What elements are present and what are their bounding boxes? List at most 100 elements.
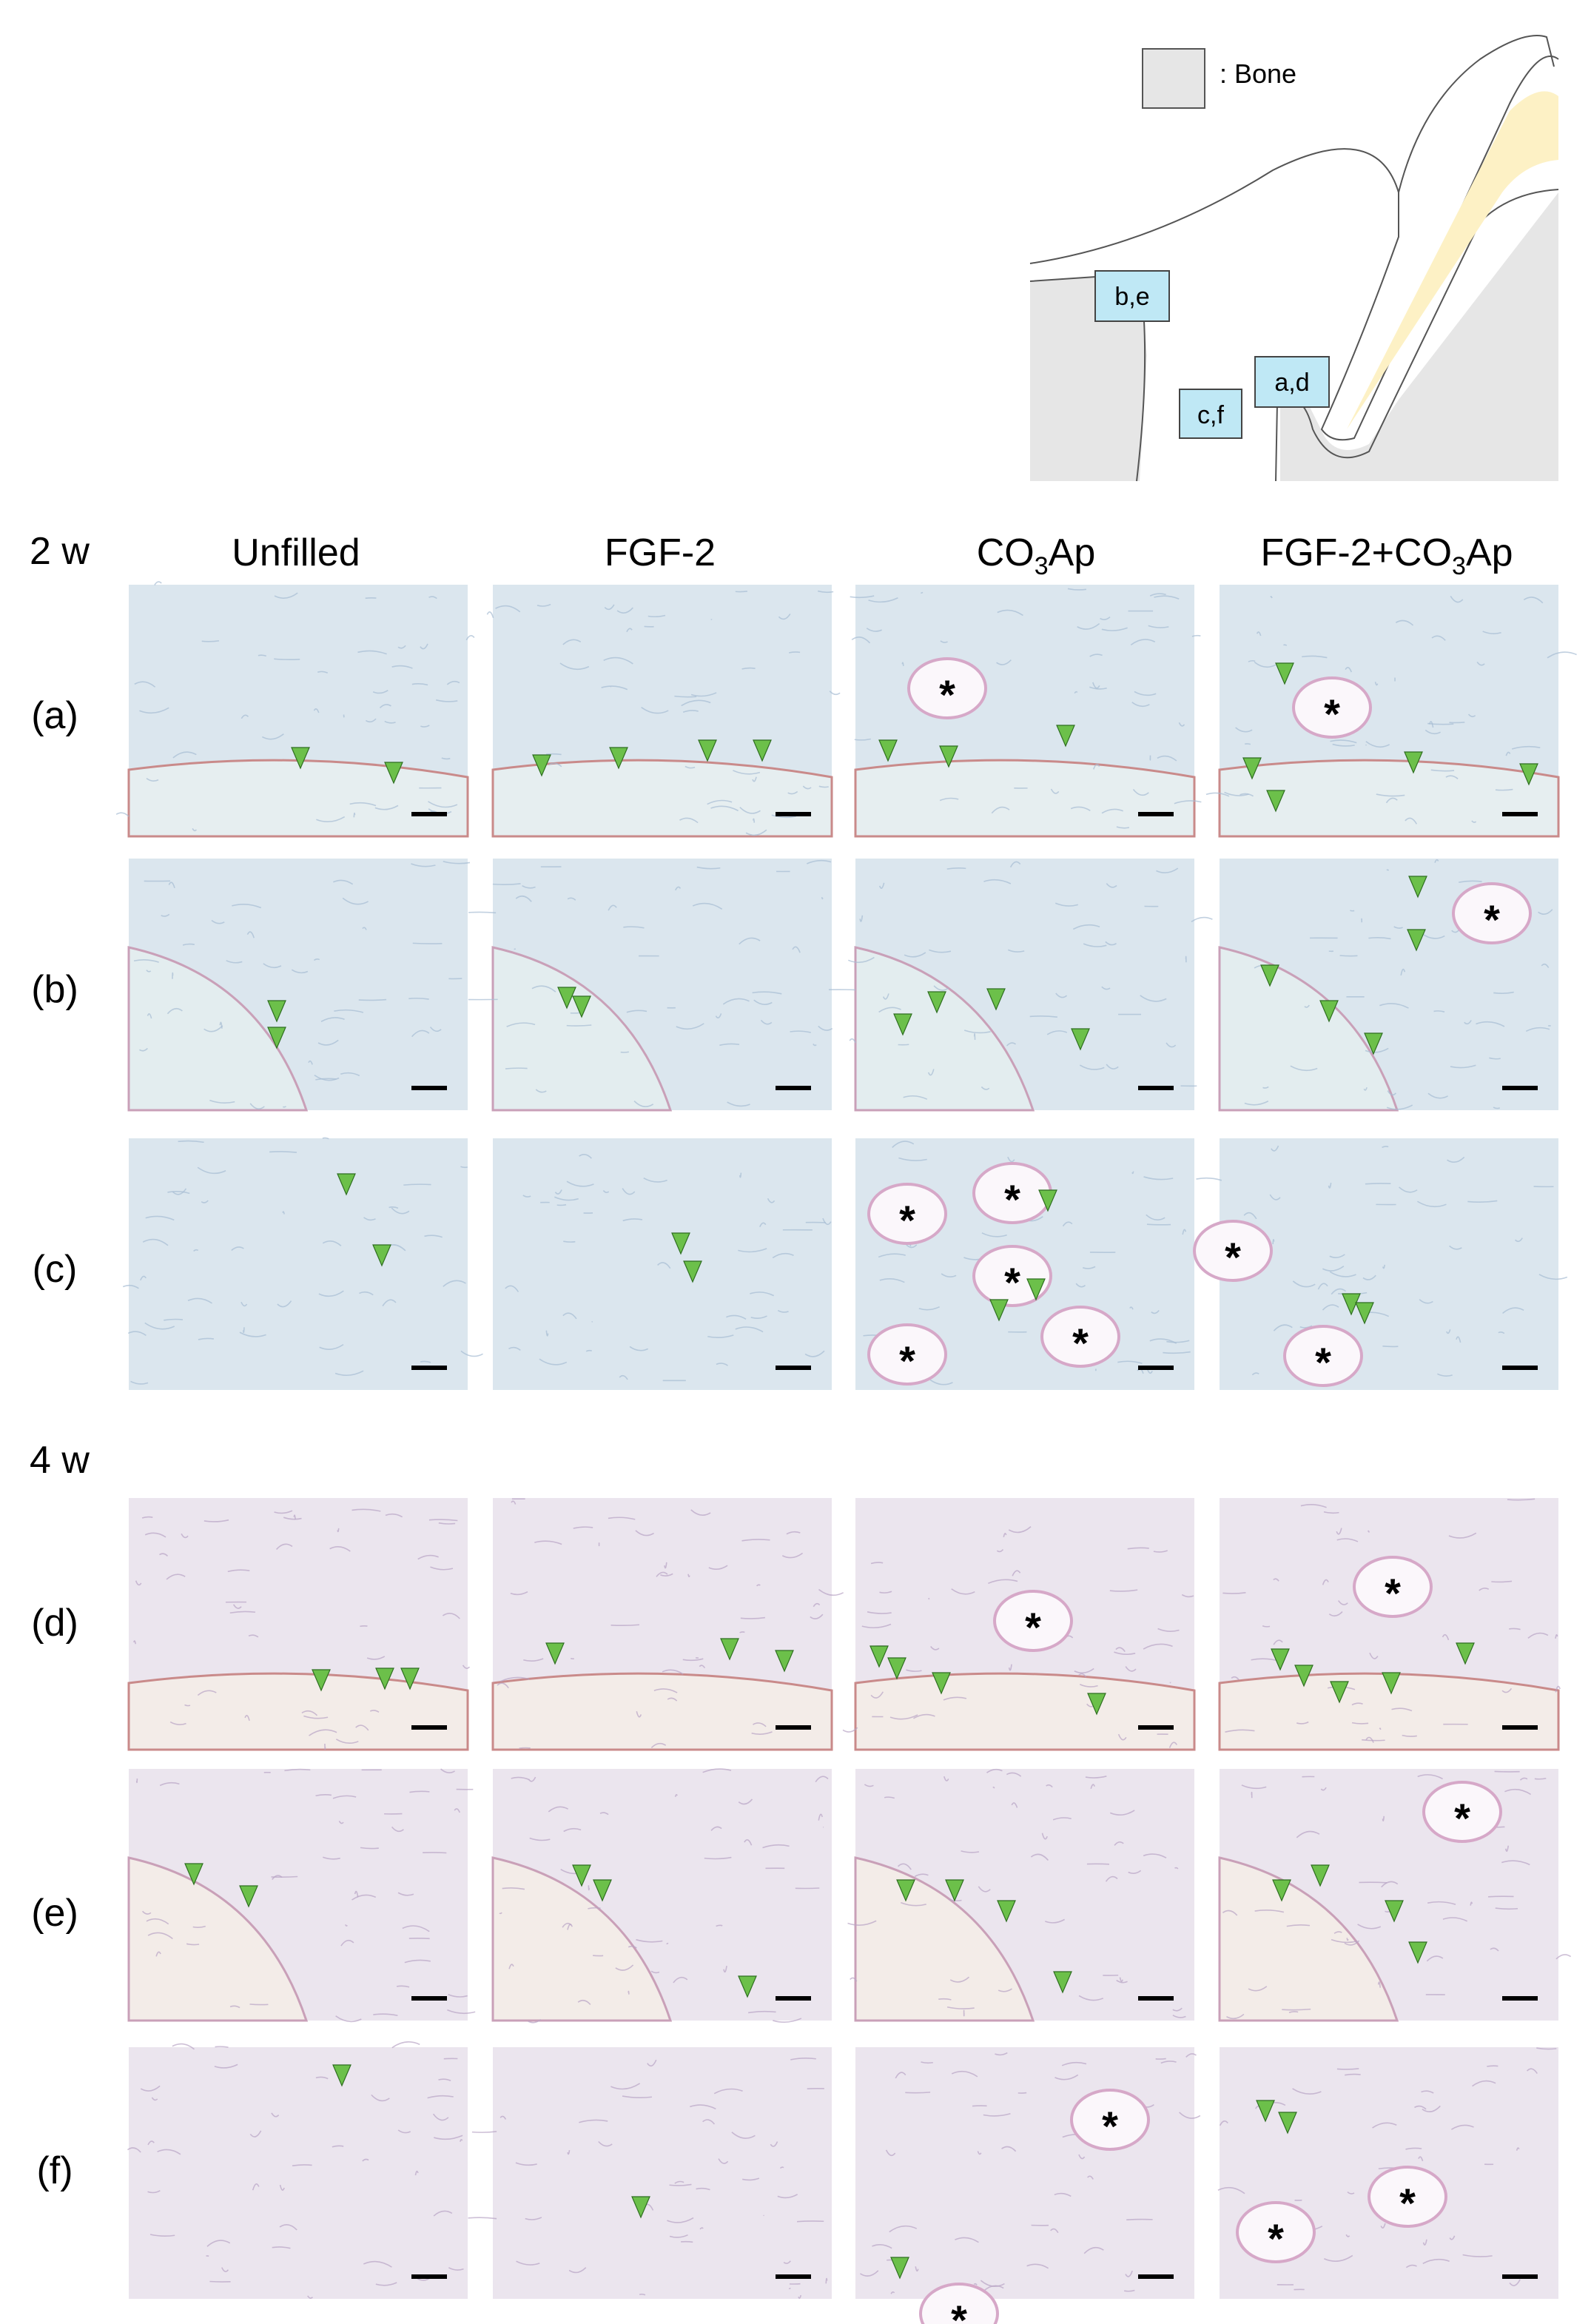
tissue-texture [283, 1106, 286, 1108]
tissue-texture [441, 757, 451, 760]
tissue-texture [1116, 1979, 1128, 1984]
tissue-texture [1491, 1580, 1513, 1583]
asterisk: * [1072, 1320, 1089, 1366]
micrograph [127, 1498, 471, 1751]
tissue-texture [248, 1634, 259, 1638]
tissue-texture [1494, 1770, 1520, 1773]
tissue-texture [138, 1047, 148, 1052]
tissue-texture [240, 714, 249, 719]
arrowhead [332, 2064, 352, 2087]
tissue-texture [244, 1715, 250, 1722]
tissue-texture [702, 1768, 732, 1773]
tissue-texture [1008, 1664, 1012, 1671]
tissue-texture [214, 2063, 238, 2069]
tissue-texture [291, 969, 309, 974]
tissue-texture [1547, 651, 1577, 659]
asterisk: * [1268, 2215, 1284, 2262]
tissue-texture [1143, 1643, 1173, 1650]
tissue-texture [279, 2224, 297, 2231]
tissue-texture [1251, 1372, 1259, 1376]
tissue-texture [127, 1331, 147, 1337]
tissue-texture [1449, 2235, 1456, 2240]
arrowhead [609, 747, 628, 770]
tissue-texture [1205, 792, 1230, 797]
tissue-texture [1323, 2254, 1353, 2262]
column-header: FGF-2 [605, 531, 716, 574]
tissue-texture [650, 1742, 667, 1748]
row-label: (c) [33, 1248, 78, 1291]
tissue-texture [783, 2260, 791, 2264]
tissue-texture [599, 1812, 609, 1816]
tissue-texture [1292, 1280, 1316, 1288]
tissue-texture [1006, 1042, 1016, 1047]
tissue-texture [340, 1072, 360, 1077]
tissue-texture [850, 1977, 858, 1982]
tissue-texture [1467, 1200, 1498, 1203]
tissue-texture [1078, 1995, 1104, 2001]
tissue-texture [271, 1875, 298, 1878]
tissue-texture [622, 1188, 636, 1195]
arrowhead [557, 987, 576, 1010]
tissue-texture [992, 1786, 995, 1789]
tissue-texture [579, 2119, 608, 2123]
arrowhead [887, 1657, 906, 1680]
bone-region [1218, 1672, 1560, 1751]
arrowhead [671, 1232, 690, 1255]
arrowhead [267, 1027, 286, 1050]
tissue-texture [998, 1988, 1012, 1992]
asterisk: * [1385, 1570, 1401, 1616]
tissue-texture [622, 2095, 652, 2098]
arrowhead [1319, 1000, 1339, 1023]
arrowhead [1256, 2100, 1275, 2123]
tissue-texture [454, 1808, 460, 1813]
micrograph [127, 2041, 468, 2299]
tissue-texture [1351, 1702, 1363, 1706]
tissue-texture [320, 1017, 345, 1022]
asterisk: * [939, 671, 955, 718]
tissue-texture [505, 1285, 519, 1292]
tissue-texture [566, 1024, 592, 1027]
micrograph [127, 859, 471, 1112]
tissue-texture [1421, 2090, 1434, 2094]
tissue-texture [1336, 1538, 1359, 1542]
tissue-texture [666, 1942, 669, 1944]
tissue-texture [951, 2070, 978, 2078]
arrowhead [989, 1299, 1009, 1322]
tissue-texture [1472, 2080, 1496, 2087]
tissue-texture [1079, 1064, 1105, 1070]
tissue-texture [567, 1924, 573, 1930]
tissue-texture [1417, 1774, 1443, 1780]
tissue-texture [1235, 727, 1253, 733]
tissue-texture [1493, 1106, 1501, 1109]
tissue-texture [307, 2295, 314, 2299]
tissue-texture [927, 1069, 935, 1076]
tissue-texture [420, 643, 428, 650]
tissue-texture [1462, 2254, 1493, 2257]
tissue-texture [603, 656, 633, 665]
tissue-texture [303, 1715, 329, 1719]
tissue-texture [1328, 1183, 1332, 1189]
tissue-texture [1519, 1777, 1528, 1781]
tissue-texture [790, 1030, 811, 1033]
tissue-texture [707, 799, 733, 805]
tissue-texture [1505, 751, 1511, 756]
tissue-texture [849, 1038, 856, 1044]
arrowhead [753, 739, 772, 762]
tissue-texture [1148, 625, 1169, 628]
bone-region [854, 1856, 1035, 2022]
micrograph: * * * * * [855, 1138, 1194, 1390]
tissue-texture [1157, 1628, 1180, 1632]
tissue-texture [144, 1322, 175, 1330]
tissue-texture [1322, 1579, 1329, 1585]
tissue-texture [1286, 1924, 1311, 1927]
tissue-texture [1241, 1784, 1267, 1790]
tissue-texture [301, 1710, 318, 1716]
tissue-texture [554, 1196, 579, 1201]
micrograph: * [850, 585, 1202, 838]
tissue-texture [1555, 1634, 1558, 1639]
tissue-texture [1174, 800, 1202, 805]
tissue-texture [127, 2147, 141, 2153]
tissue-texture [802, 785, 812, 790]
tissue-texture [249, 2004, 269, 2006]
tissue-texture [157, 2149, 181, 2155]
